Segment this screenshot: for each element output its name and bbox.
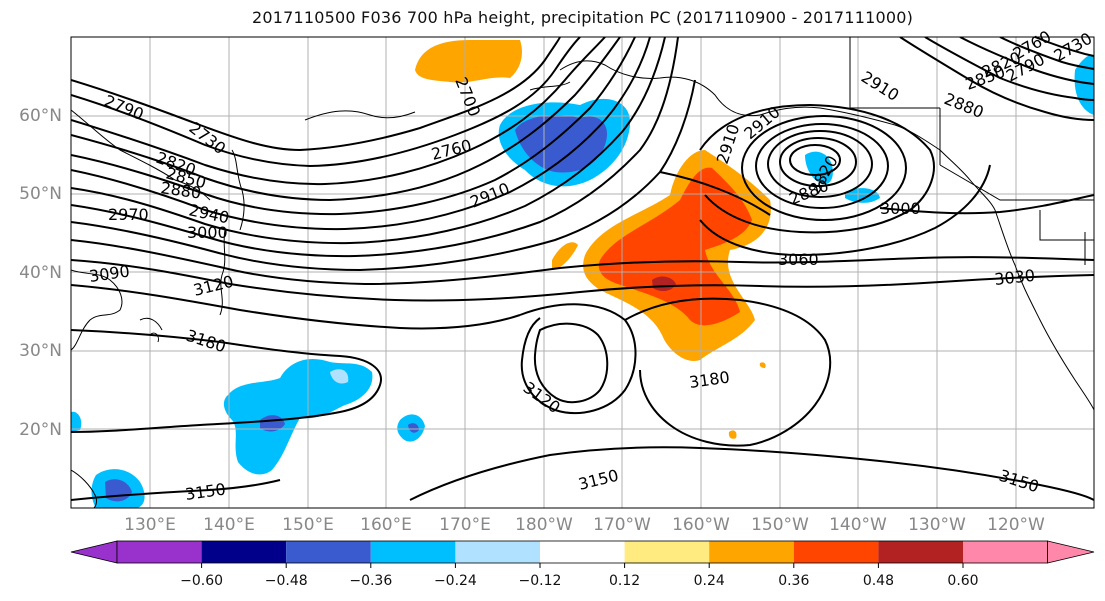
latitude-labels: 60°N 50°N 40°N 30°N 20°N (19, 106, 62, 440)
colorbar-label: −0.12 (519, 573, 562, 589)
precip-positive-spot2 (728, 430, 737, 439)
lon-label: 120°W (987, 515, 1045, 535)
colorbar-label: 0.48 (863, 573, 894, 589)
precip-positive-spot1 (552, 242, 578, 270)
map-content (71, 37, 1094, 508)
colorbar-segment (455, 541, 540, 563)
colorbar-label: −0.48 (265, 573, 308, 589)
lon-label: 180°W (515, 515, 573, 535)
lon-label: 150°W (751, 515, 809, 535)
precip-positive-bering (415, 40, 522, 83)
precip-positive-spot3 (759, 362, 766, 368)
contour-label: 2970 (108, 205, 149, 224)
lon-label: 130°W (908, 515, 966, 535)
colorbar-label: −0.36 (349, 573, 392, 589)
lon-label: 150°E (282, 515, 334, 535)
colorbar-segment (624, 541, 710, 563)
precip-negative-sw (223, 358, 373, 475)
contour-label: 3000 (880, 199, 921, 218)
lon-label: 130°E (124, 515, 176, 535)
longitude-labels: 130°E 140°E 150°E 160°E 170°E 180°W 170°… (124, 515, 1045, 535)
lat-label-40n: 40°N (19, 263, 62, 283)
colorbar-extend-low (70, 540, 118, 564)
precip-negative-sw3 (330, 369, 349, 384)
lat-label-20n: 20°N (19, 420, 62, 440)
colorbar-segment (201, 541, 287, 563)
coastlines (71, 37, 1094, 508)
colorbar-label: −0.24 (434, 573, 477, 589)
lon-label: 160°W (672, 515, 730, 535)
colorbar-segment (117, 541, 202, 563)
colorbar-segment (878, 541, 963, 563)
colorbar-label: 0.36 (778, 573, 809, 589)
precip-negative-left (71, 411, 82, 432)
colorbar-segment (793, 541, 879, 563)
contour-label: 3000 (187, 223, 228, 242)
colorbar-frame (116, 540, 1048, 564)
lat-label-30n: 30°N (19, 341, 62, 361)
colorbar-label: 0.60 (947, 573, 978, 589)
contour-label: 3060 (778, 250, 819, 269)
colorbar-segment (709, 541, 794, 563)
contour-label: 3030 (993, 266, 1035, 289)
lon-label: 140°W (829, 515, 887, 535)
colorbar-segment (370, 541, 456, 563)
colorbar-label: −0.60 (180, 573, 223, 589)
lat-label-60n: 60°N (19, 106, 62, 126)
map-title: 2017110500 F036 700 hPa height, precipit… (251, 8, 914, 27)
precip-negative-sw2-core (408, 423, 419, 433)
lat-label-50n: 50°N (19, 184, 62, 204)
precip-negative-low (805, 151, 833, 185)
map-frame (70, 36, 1095, 509)
colorbar-segment (963, 541, 1048, 563)
lon-label: 170°W (593, 515, 651, 535)
colorbar-extend-high (1047, 540, 1095, 564)
colorbar: −0.60 −0.48 −0.36 −0.24 −0.12 0.12 0.24 … (70, 540, 1095, 589)
colorbar-segment (540, 541, 625, 563)
colorbar-segment (286, 541, 371, 563)
colorbar-label: 0.12 (609, 573, 640, 589)
lon-label: 160°E (360, 515, 412, 535)
precip-negative-low2 (845, 188, 880, 203)
colorbar-label: 0.24 (694, 573, 725, 589)
lon-label: 140°E (203, 515, 255, 535)
lon-label: 170°E (439, 515, 491, 535)
precip-negative-north-core (515, 115, 608, 173)
height-contours (71, 37, 1094, 501)
